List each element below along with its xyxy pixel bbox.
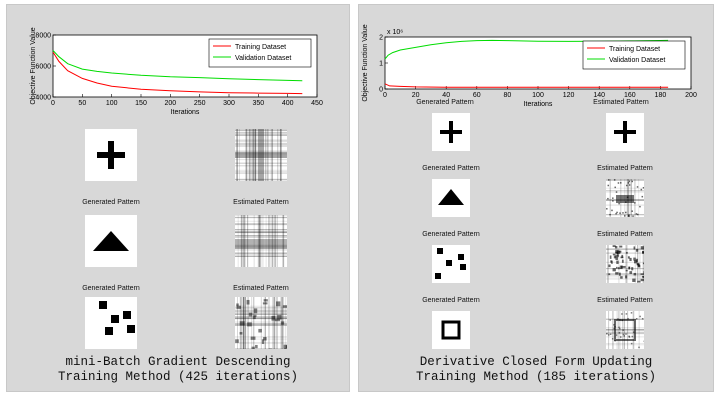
x-tick-label: 0 bbox=[51, 100, 55, 107]
generated-pattern-label: Generated Pattern bbox=[422, 231, 480, 238]
legend-box bbox=[208, 38, 312, 68]
generated-pattern-tile bbox=[432, 179, 470, 217]
x-tick-label: 100 bbox=[106, 100, 118, 107]
y-axis-label: Objective Function Value bbox=[362, 24, 369, 101]
generated-pattern-label: Generated Pattern bbox=[422, 297, 480, 304]
series-line bbox=[384, 83, 669, 88]
legend: Training Dataset Validation Dataset bbox=[208, 38, 312, 68]
x-tick-label: 80 bbox=[504, 92, 512, 99]
y-tick-label: 4000 bbox=[35, 95, 51, 102]
generated-pattern-tile bbox=[85, 297, 137, 349]
generated-pattern-label: Generated Pattern bbox=[82, 199, 140, 206]
generated-pattern-tile bbox=[432, 113, 470, 151]
generated-pattern-tile bbox=[432, 245, 470, 283]
legend-entry: Training Dataset bbox=[235, 44, 286, 51]
x-tick-label: 160 bbox=[624, 92, 636, 99]
x-tick-label: 400 bbox=[282, 100, 294, 107]
left-chart: 0 50 100 150 200 250 300 350 400 450 4000 6000 8000 I… bbox=[30, 27, 323, 116]
estimated-pattern-tile bbox=[606, 179, 644, 217]
generated-pattern-tile bbox=[432, 311, 470, 349]
x-axis-label: Iterations bbox=[171, 109, 200, 116]
y-tick-label: 8000 bbox=[35, 33, 51, 40]
estimated-pattern-label: Estimated Pattern bbox=[593, 99, 649, 106]
series-line bbox=[52, 51, 303, 95]
estimated-pattern-tile bbox=[606, 245, 644, 283]
y-tick-label: 6000 bbox=[35, 64, 51, 71]
x-tick-label: 450 bbox=[311, 100, 323, 107]
estimated-pattern-label: Estimated Pattern bbox=[597, 231, 653, 238]
right-caption-line2: Training Method (185 iterations) bbox=[415, 370, 657, 384]
x-tick-label: 300 bbox=[223, 100, 235, 107]
x-tick-label: 0 bbox=[383, 92, 387, 99]
legend: Training Dataset Validation Dataset bbox=[582, 40, 686, 70]
right-panel: 0 20 40 60 80 100 120 140 160 180 200 0 1 2 Iterations… bbox=[358, 4, 714, 392]
generated-pattern-label: Generated Pattern bbox=[416, 99, 474, 106]
legend-entry: Validation Dataset bbox=[609, 57, 665, 64]
estimated-pattern-label: Estimated Pattern bbox=[233, 285, 289, 292]
estimated-pattern-tile bbox=[235, 297, 287, 349]
x-tick-label: 100 bbox=[532, 92, 544, 99]
generated-pattern-label: Generated Pattern bbox=[422, 165, 480, 172]
x-tick-label: 200 bbox=[164, 100, 176, 107]
estimated-pattern-tile bbox=[606, 311, 644, 349]
x-tick-label: 150 bbox=[135, 100, 147, 107]
right-chart: 0 20 40 60 80 100 120 140 160 180 200 0 1 2 Iterations… bbox=[362, 24, 697, 108]
x-tick-label: 250 bbox=[194, 100, 206, 107]
estimated-pattern-tile bbox=[235, 215, 287, 267]
series-line bbox=[52, 50, 303, 82]
legend-box bbox=[582, 40, 686, 70]
estimated-pattern-label: Estimated Pattern bbox=[597, 165, 653, 172]
estimated-pattern-tile bbox=[235, 129, 287, 181]
x-tick-label: 120 bbox=[563, 92, 575, 99]
x-tick-label: 60 bbox=[473, 92, 481, 99]
estimated-pattern-label: Estimated Pattern bbox=[233, 199, 289, 206]
legend-entry: Validation Dataset bbox=[235, 55, 291, 62]
y-exponent-label: x 10⁶ bbox=[387, 29, 403, 36]
generated-pattern-tile bbox=[85, 129, 137, 181]
generated-pattern-label: Generated Pattern bbox=[82, 285, 140, 292]
x-tick-label: 20 bbox=[412, 92, 420, 99]
x-tick-label: 140 bbox=[593, 92, 605, 99]
left-panel: 0 50 100 150 200 250 300 350 400 450 4000 6000 8000 I… bbox=[6, 4, 350, 392]
x-tick-label: 180 bbox=[655, 92, 667, 99]
x-tick-label: 200 bbox=[685, 92, 697, 99]
left-caption-line2: Training Method (425 iterations) bbox=[57, 370, 299, 384]
legend-entry: Training Dataset bbox=[609, 46, 660, 53]
y-tick-label: 2 bbox=[379, 35, 383, 42]
left-caption: mini-Batch Gradient Descending Training … bbox=[7, 355, 349, 385]
right-caption: Derivative Closed Form Updating Training… bbox=[359, 355, 713, 385]
y-axis-label: Objective Function Value bbox=[30, 27, 37, 104]
y-tick-label: 1 bbox=[379, 61, 383, 68]
estimated-pattern-label: Estimated Pattern bbox=[597, 297, 653, 304]
estimated-pattern-tile bbox=[606, 113, 644, 151]
x-axis-label: Iterations bbox=[524, 101, 553, 108]
generated-pattern-tile bbox=[85, 215, 137, 267]
right-caption-line1: Derivative Closed Form Updating bbox=[419, 355, 653, 369]
x-tick-label: 50 bbox=[78, 100, 86, 107]
y-tick-label: 0 bbox=[379, 87, 383, 94]
x-tick-label: 350 bbox=[252, 100, 264, 107]
x-tick-label: 40 bbox=[442, 92, 450, 99]
left-caption-line1: mini-Batch Gradient Descending bbox=[65, 355, 291, 369]
